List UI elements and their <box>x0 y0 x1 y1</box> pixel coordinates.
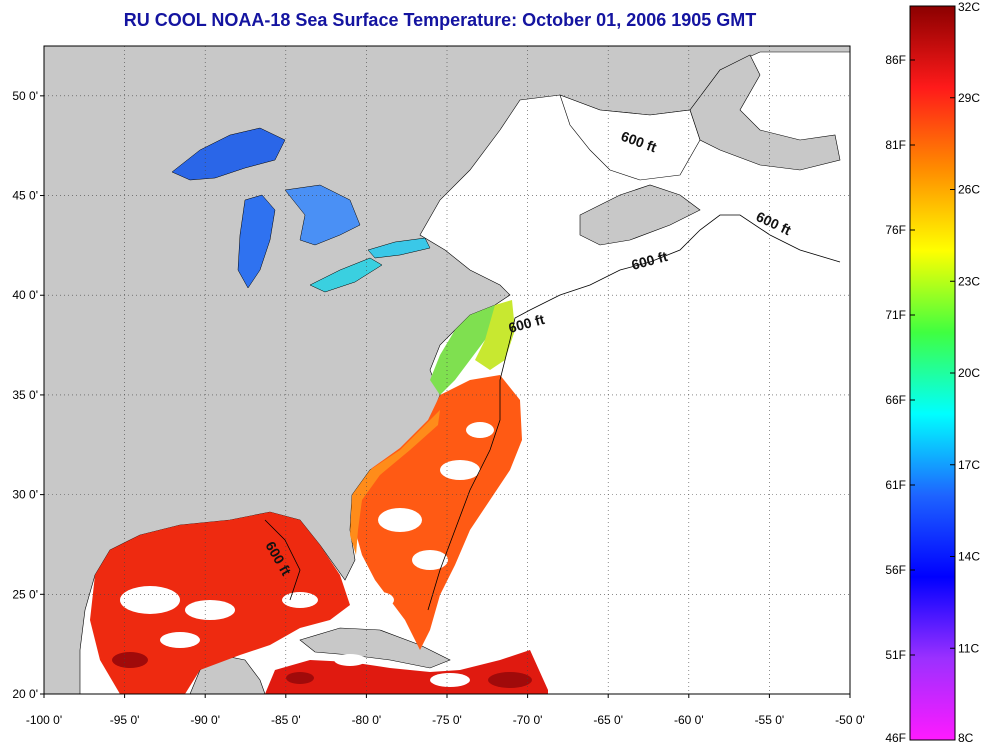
nova-scotia-land <box>579 184 701 246</box>
latitude-tick-label: 40 0' <box>12 288 38 302</box>
newfoundland-land <box>689 54 841 171</box>
colorbar-celsius-label: 20C <box>958 366 980 380</box>
longitude-tick-label: -60 0' <box>674 713 704 727</box>
colorbar-fahrenheit-label: 56F <box>885 563 906 577</box>
sst-caribbean <box>265 650 548 694</box>
longitude-tick-label: -80 0' <box>352 713 382 727</box>
colorbar-celsius-label: 29C <box>958 91 980 105</box>
latitude-tick-label: 50 0' <box>12 89 38 103</box>
sst-shelf-orange <box>350 410 440 555</box>
colorbar-fahrenheit-label: 81F <box>885 138 906 152</box>
colorbar-fahrenheit-labels: 86F 81F 76F 71F 66F 61F 56F 51F 46F <box>885 53 915 745</box>
latitude-tick-label: 30 0' <box>12 488 38 502</box>
latitude-tick-label: 25 0' <box>12 587 38 601</box>
colorbar-celsius-label: 32C <box>958 0 980 14</box>
latitude-tick-label: 20 0' <box>12 687 38 701</box>
longitude-tick-label: -50 0' <box>835 713 865 727</box>
colorbar-fahrenheit-label: 71F <box>885 308 906 322</box>
longitude-tick-label: -95 0' <box>110 713 140 727</box>
longitude-tick-label: -65 0' <box>593 713 623 727</box>
map-title: RU COOL NOAA-18 Sea Surface Temperature:… <box>123 10 757 30</box>
colorbar-celsius-label: 26C <box>958 183 980 197</box>
lake-michigan <box>237 194 276 289</box>
longitude-tick-label: -70 0' <box>513 713 543 727</box>
colorbar-celsius-label: 14C <box>958 550 980 564</box>
cuba-land <box>299 627 451 669</box>
latitude-tick-label: 35 0' <box>12 388 38 402</box>
colorbar-fahrenheit-label: 66F <box>885 393 906 407</box>
colorbar-fahrenheit-label: 51F <box>885 648 906 662</box>
lake-superior <box>171 127 286 181</box>
colorbar-celsius-label: 11C <box>958 641 979 655</box>
longitude-tick-label: -85 0' <box>271 713 301 727</box>
colorbar-celsius-label: 8C <box>958 731 974 745</box>
sst-mid-atlantic-shelf <box>430 305 500 395</box>
colorbar-celsius-label: 23C <box>958 274 980 288</box>
colorbar-fahrenheit-label: 86F <box>885 53 906 67</box>
lake-erie <box>309 257 383 293</box>
latitude-tick-label: 45 0' <box>12 189 38 203</box>
colorbar-celsius-label: 17C <box>958 458 980 472</box>
colorbar-scale <box>909 5 956 741</box>
sst-warm-spots <box>112 652 532 688</box>
longitude-tick-label: -55 0' <box>755 713 785 727</box>
colorbar-fahrenheit-label: 46F <box>885 731 906 745</box>
lake-ontario <box>367 237 431 259</box>
isobath-600ft <box>264 214 841 611</box>
sst-new-jersey-shelf <box>475 300 515 370</box>
gulf-st-lawrence <box>559 94 701 181</box>
map-frame <box>43 45 851 695</box>
longitude-tick-label: -90 0' <box>190 713 220 727</box>
longitude-axis: -100 0' -95 0' -90 0' -85 0' -80 0' -75 0' -70… <box>26 694 865 727</box>
colorbar-fahrenheit-label: 61F <box>885 478 906 492</box>
graticule <box>44 46 850 694</box>
colorbar-celsius-labels: 32C 29C 26C 23C 20C 17C 14C 11C 8C <box>950 0 980 745</box>
longitude-tick-label: -75 0' <box>432 713 462 727</box>
cloud-masks <box>120 422 494 687</box>
sst-gulf-stream <box>355 375 522 650</box>
lake-huron <box>284 184 361 246</box>
latitude-axis: 20 0' 25 0' 30 0' 35 0' 40 0' 45 0' 50 0' <box>12 89 44 701</box>
colorbar-fahrenheit-label: 76F <box>885 223 906 237</box>
longitude-tick-label: -100 0' <box>26 713 62 727</box>
